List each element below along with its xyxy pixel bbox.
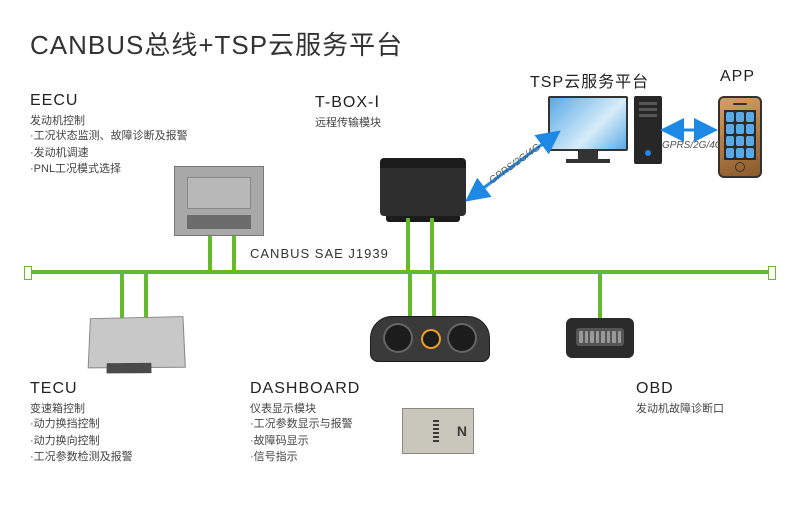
- tecu-device: [88, 316, 184, 368]
- app-device: [718, 96, 762, 178]
- tecu-subtitle: 变速箱控制: [30, 400, 133, 416]
- tecu-bullet-2: ·工况参数检测及报警: [30, 449, 133, 466]
- obd-icon: [566, 318, 634, 358]
- dash-title: DASHBOARD: [250, 380, 360, 398]
- link-tbox-server-label: GPRS/2G/4G: [487, 142, 543, 187]
- eecu-device: [174, 166, 264, 236]
- dash-block: DASHBOARD 仪表显示模块 ·工况参数显示与报警 ·故障码显示 ·信号指示: [250, 380, 360, 466]
- dash-bullet-1: ·故障码显示: [250, 433, 360, 450]
- obd-device: [566, 318, 634, 358]
- bus-label: CANBUS SAE J1939: [250, 246, 389, 261]
- obd-title: OBD: [636, 380, 724, 398]
- eecu-icon: [174, 166, 264, 236]
- tecu-block: TECU 变速箱控制 ·动力换挡控制 ·动力换向控制 ·工况参数检测及报警: [30, 380, 133, 466]
- drop-tecu-2: [144, 274, 148, 318]
- dash-bullet-0: ·工况参数显示与报警: [250, 416, 360, 433]
- phone-icon: [718, 96, 762, 178]
- tbox-device: [380, 158, 466, 216]
- tbox-block: T-BOX-Ⅰ 远程传输模块: [315, 92, 381, 130]
- server-title: TSP云服务平台: [530, 68, 649, 92]
- app-title-block: APP: [720, 68, 755, 86]
- eecu-bullet-2: ·PNL工况模式选择: [30, 161, 188, 178]
- tecu-bullet-1: ·动力换向控制: [30, 433, 133, 450]
- tbox-title: T-BOX-Ⅰ: [315, 92, 381, 112]
- arrow-tbox-server: GPRS/2G/4G: [458, 120, 588, 220]
- dash-lcd: N: [402, 402, 474, 454]
- eecu-title: EECU: [30, 92, 188, 110]
- page-title: CANBUS总线+TSP云服务平台: [30, 25, 403, 62]
- dash-device: [370, 316, 490, 362]
- app-title: APP: [720, 68, 755, 86]
- drop-tbox-1: [406, 218, 410, 270]
- tbox-subtitle: 远程传输模块: [315, 114, 381, 130]
- dash-cluster-icon: [370, 316, 490, 362]
- lcd-value: N: [457, 423, 467, 439]
- drop-eecu-2: [232, 236, 236, 270]
- server-title-block: TSP云服务平台: [530, 68, 649, 92]
- canbus-line: [30, 270, 770, 274]
- drop-dash-1: [408, 274, 412, 318]
- dash-subtitle: 仪表显示模块: [250, 400, 360, 416]
- eecu-block: EECU 发动机控制 ·工况状态监测、故障诊断及报警 ·发动机调速 ·PNL工况…: [30, 92, 188, 178]
- drop-eecu-1: [208, 236, 212, 270]
- obd-block: OBD 发动机故障诊断口: [636, 380, 724, 416]
- eecu-subtitle: 发动机控制: [30, 112, 188, 128]
- dash-bullet-2: ·信号指示: [250, 449, 360, 466]
- drop-tecu-1: [120, 274, 124, 318]
- eecu-bullet-1: ·发动机调速: [30, 145, 188, 162]
- tecu-title: TECU: [30, 380, 133, 398]
- link-server-app-label: GPRS/2G/4G: [662, 140, 720, 151]
- lcd-icon: N: [402, 408, 474, 454]
- obd-subtitle: 发动机故障诊断口: [636, 400, 724, 416]
- tbox-icon: [380, 158, 466, 216]
- pc-tower-icon: [634, 96, 662, 164]
- drop-tbox-2: [430, 218, 434, 270]
- eecu-bullet-0: ·工况状态监测、故障诊断及报警: [30, 128, 188, 145]
- tecu-icon: [88, 316, 186, 368]
- arrow-server-app: GPRS/2G/4G: [660, 118, 720, 152]
- tecu-bullet-0: ·动力换挡控制: [30, 416, 133, 433]
- drop-dash-2: [432, 274, 436, 318]
